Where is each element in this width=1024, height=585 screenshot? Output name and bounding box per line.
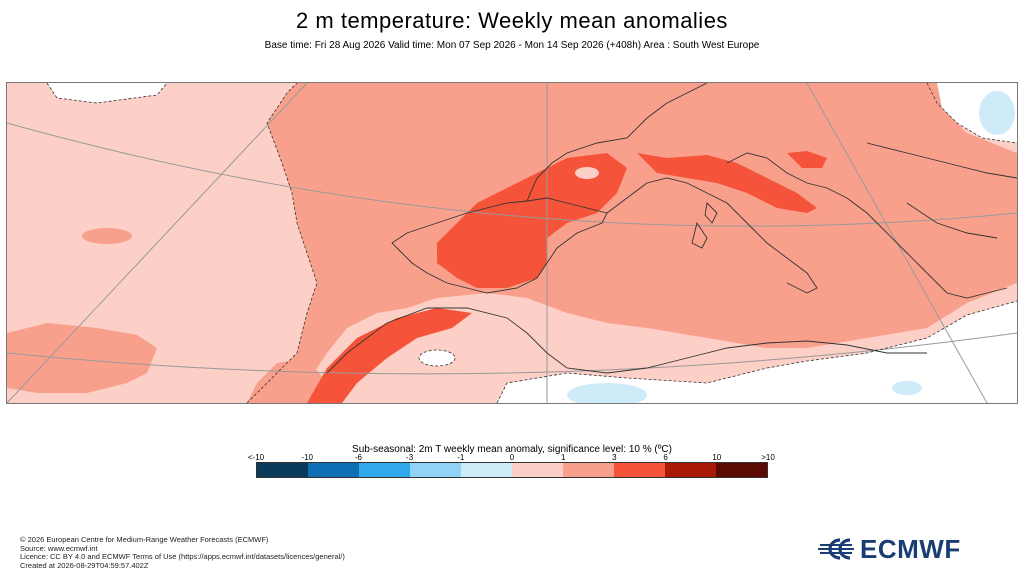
legend-swatch-2: [359, 463, 410, 477]
anomaly-map[interactable]: [6, 82, 1018, 404]
legend-swatch-4: [461, 463, 512, 477]
chart-subtitle: Base time: Fri 28 Aug 2026 Valid time: M…: [264, 40, 760, 51]
legend-swatch-5: [512, 463, 563, 477]
ecmwf-logo: ECMWF: [814, 533, 961, 564]
graticule: [7, 83, 1017, 403]
field-warm-medium-west: [7, 323, 157, 393]
field-warm-strong-sw: [307, 308, 472, 403]
footer-credits: © 2026 European Centre for Medium-Range …: [20, 535, 345, 570]
legend-ticks: <-10 -10 -6 -3 -1 0 1 3 6 10 >10: [248, 453, 775, 463]
legend-tick-label: -6: [354, 453, 362, 462]
legend-tick-label: 3: [612, 453, 617, 462]
footer-line-copyright: © 2026 European Centre for Medium-Range …: [20, 535, 269, 544]
field-cool-east: [892, 381, 922, 395]
legend-tick-label: 0: [509, 453, 515, 462]
legend-swatch-0: [257, 463, 308, 477]
legend-swatch-6: [563, 463, 614, 477]
field-warm-strong-balkan: [787, 151, 827, 168]
field-warm-strong-north: [637, 153, 817, 213]
legend-tick-label: -3: [406, 453, 414, 462]
field-cool-south: [567, 383, 647, 403]
legend-title: Sub-seasonal: 2m T weekly mean anomaly, …: [352, 444, 672, 455]
chart-title: 2 m temperature: Weekly mean anomalies: [296, 8, 728, 33]
legend-swatch-1: [308, 463, 359, 477]
legend-tick-label: 10: [712, 453, 722, 462]
footer-line-licence: Licence: CC BY 4.0 and ECMWF Terms of Us…: [20, 552, 345, 561]
ecmwf-logo-text: ECMWF: [860, 533, 961, 564]
footer-line-source: Source: www.ecmwf.int: [20, 543, 98, 553]
legend-colorbar: [256, 462, 768, 478]
coastlines: [326, 83, 1017, 374]
legend-swatch-9: [716, 463, 767, 477]
field-warm-medium-sw: [247, 358, 327, 403]
legend-tick-label: -10: [301, 453, 313, 462]
legend-tick-label: 6: [663, 453, 668, 462]
field-neutral-blob-2: [419, 350, 455, 366]
field-neutral-blob-1: [575, 167, 599, 179]
legend-tick-label: 1: [560, 453, 566, 462]
footer-line-created: Created at 2026-08-29T04:59:57.402Z: [20, 560, 149, 570]
legend-swatch-3: [410, 463, 461, 477]
legend-swatch-8: [665, 463, 716, 477]
significance-contours: [46, 83, 1017, 403]
legend-swatch-7: [614, 463, 665, 477]
field-neutral-south: [497, 301, 1017, 403]
ecmwf-logo-icon: [818, 538, 854, 560]
field-neutral-north: [47, 83, 167, 103]
field-warm-strong-iberia: [437, 153, 627, 288]
legend-tick-label: <-10: [247, 453, 265, 462]
legend-tick-label: >10: [761, 453, 775, 462]
field-neutral-blob-3: [82, 228, 132, 244]
field-cool-northeast: [979, 91, 1015, 135]
legend-tick-label: -1: [457, 453, 465, 462]
map-canvas: [7, 83, 1017, 403]
